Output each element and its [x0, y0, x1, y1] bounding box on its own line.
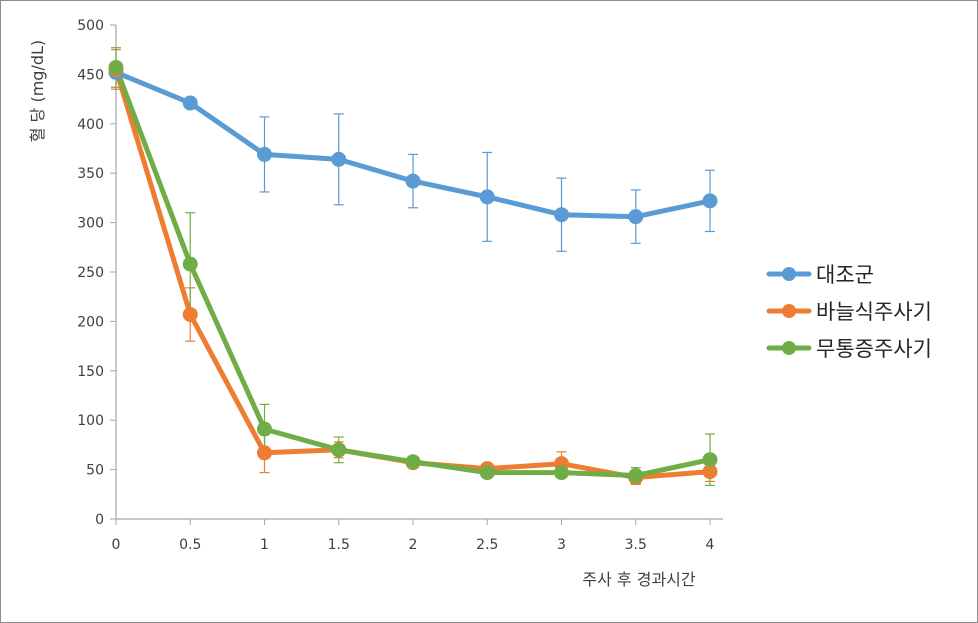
data-point — [257, 146, 272, 162]
y-tick-label: 100 — [77, 413, 104, 429]
data-point — [257, 445, 272, 461]
y-tick-labels: 0 50 100 150 200 250 300 350 400 450 500 — [77, 18, 116, 528]
axes — [115, 25, 723, 520]
legend-item: 바늘식주사기 — [766, 300, 932, 324]
data-point — [479, 465, 495, 481]
y-tick-label: 350 — [77, 166, 104, 182]
legend-swatch-marker — [782, 304, 796, 318]
data-point — [702, 193, 718, 209]
data-point — [331, 442, 347, 458]
x-tick-label: 0 — [112, 537, 121, 553]
data-point — [108, 59, 124, 75]
y-tick-label: 200 — [77, 314, 104, 330]
x-tick-label: 2.5 — [476, 537, 498, 553]
x-axis-title: 주사 후 경과시간 — [582, 570, 695, 589]
y-tick-label: 0 — [95, 512, 104, 528]
data-point — [479, 189, 495, 205]
y-tick-label: 150 — [77, 364, 104, 380]
series-lines — [113, 65, 713, 480]
legend-item: 대조군 — [766, 263, 874, 287]
data-point — [405, 173, 421, 189]
legend-label: 대조군 — [816, 263, 874, 287]
data-point — [331, 151, 347, 167]
legend-swatch-marker — [782, 267, 796, 281]
data-point — [554, 465, 569, 481]
data-point — [182, 256, 198, 272]
y-tick-label: 300 — [77, 216, 104, 232]
x-tick-label: 0.5 — [179, 537, 201, 553]
legend-swatch-marker — [782, 341, 796, 355]
data-point — [628, 209, 644, 225]
y-tick-label: 500 — [77, 18, 104, 34]
legend-label: 바늘식주사기 — [816, 300, 932, 324]
data-point — [182, 95, 198, 111]
y-tick-label: 400 — [77, 117, 104, 133]
x-tick-label: 4 — [706, 537, 715, 553]
x-tick-label: 2 — [409, 537, 418, 553]
y-tick-label: 250 — [77, 265, 104, 281]
data-point — [628, 468, 644, 484]
data-point — [702, 452, 718, 468]
series-points — [108, 59, 718, 486]
x-tick-label: 3 — [557, 537, 566, 553]
series-line — [113, 67, 713, 480]
x-tick-label: 3.5 — [625, 537, 647, 553]
y-tick-label: 450 — [77, 67, 104, 83]
data-point — [257, 421, 272, 437]
data-point — [405, 454, 421, 470]
x-tick-labels: 0 0.5 1 1.5 2 2.5 3 3.5 4 — [112, 519, 715, 553]
y-tick-label: 50 — [86, 463, 104, 479]
legend-label: 무통증주사기 — [816, 337, 932, 361]
data-point — [182, 306, 198, 322]
x-tick-label: 1 — [260, 537, 269, 553]
series-line — [113, 65, 713, 478]
legend-item: 무통증주사기 — [766, 337, 932, 361]
y-axis-title: 혈 당 (mg/dL) — [28, 40, 47, 142]
data-point — [554, 207, 569, 223]
x-tick-label: 1.5 — [328, 537, 350, 553]
